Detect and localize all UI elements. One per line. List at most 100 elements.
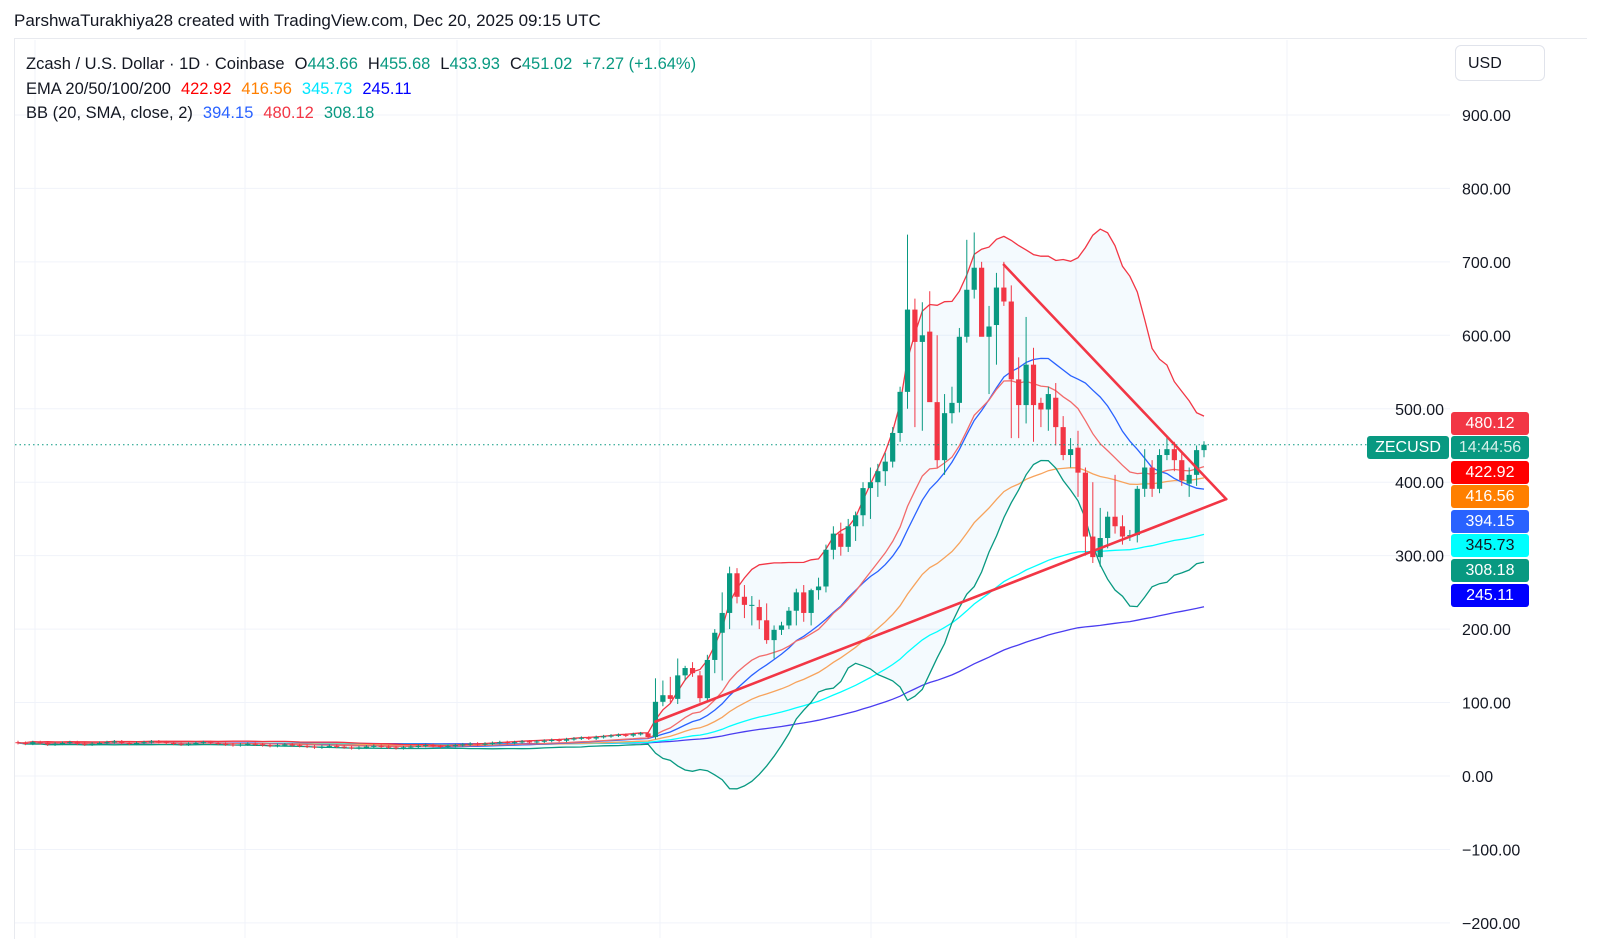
candle-body — [230, 744, 236, 746]
candle-body — [949, 402, 955, 414]
ema100-line — [17, 533, 1205, 746]
candle-body — [1090, 536, 1096, 558]
price-label: 345.73 — [1451, 534, 1529, 558]
y-tick-label: 100.00 — [1462, 696, 1511, 713]
candle-body — [645, 733, 651, 738]
candle-body — [1023, 364, 1029, 406]
candle-body — [378, 745, 384, 747]
candle-body — [697, 675, 703, 699]
candle-body — [675, 675, 681, 699]
price-label: 394.15 — [1451, 509, 1529, 533]
candle-body — [1016, 379, 1022, 406]
candle-body — [823, 549, 829, 587]
candle-body — [986, 326, 992, 337]
candle-body — [623, 734, 629, 736]
trendline — [1002, 263, 1228, 501]
candle-body — [237, 744, 243, 746]
candle-body — [37, 742, 43, 744]
candle-body — [586, 737, 592, 739]
candle-body — [526, 741, 533, 743]
candle-body — [460, 744, 466, 746]
candle-body — [534, 741, 540, 743]
candle-body — [185, 743, 192, 745]
candle-body — [311, 746, 318, 748]
candle-body — [119, 741, 125, 743]
candle-body — [1008, 301, 1014, 380]
candle-body — [615, 734, 622, 736]
candle-body — [875, 471, 881, 483]
candle-body — [549, 740, 555, 742]
candle-body — [1134, 488, 1140, 536]
candle-body — [1186, 474, 1192, 484]
candle-body — [749, 604, 755, 606]
candle-body — [52, 743, 58, 745]
symbol-name: Zcash / U.S. Dollar · 1D · Coinbase — [26, 55, 285, 73]
candle-body — [15, 742, 21, 744]
open-label: O — [294, 55, 308, 73]
low-value: 433.93 — [449, 55, 500, 73]
candle-body — [830, 533, 836, 550]
legend-symbol-row[interactable]: Zcash / U.S. Dollar · 1D · Coinbase O443.… — [26, 52, 700, 77]
high-value: 455.68 — [379, 55, 431, 73]
candle-body — [1060, 427, 1066, 456]
candle-body — [934, 402, 940, 461]
y-tick-label: 600.00 — [1462, 328, 1511, 345]
candle-body — [882, 461, 888, 472]
candle-body — [445, 745, 451, 747]
candle-body — [727, 573, 733, 613]
y-tick-label: 500.00 — [1395, 402, 1444, 419]
candle-body — [1201, 444, 1207, 451]
candle-body — [1105, 516, 1111, 539]
candle-body — [141, 742, 147, 744]
candle-body — [593, 737, 599, 739]
candle-body — [927, 331, 933, 403]
candle-body — [741, 596, 748, 605]
candle-body — [1082, 472, 1088, 537]
candle-body — [660, 695, 666, 702]
price-label: 480.12 — [1451, 411, 1529, 435]
candle-body — [667, 695, 673, 699]
candle-body — [386, 746, 392, 748]
candle-body — [1193, 450, 1200, 475]
candle-body — [430, 745, 436, 747]
candle-body — [282, 744, 288, 746]
change-value: +7.27 (+1.64%) — [582, 55, 697, 73]
candle-body — [1179, 460, 1185, 480]
legend-bb-row[interactable]: BB (20, SMA, close, 2) 394.15 480.12 308.18 — [26, 101, 700, 126]
price-label: 245.11 — [1451, 584, 1529, 608]
y-tick-label: 200.00 — [1462, 622, 1511, 639]
candle-body — [556, 740, 562, 742]
candle-body — [356, 747, 362, 749]
candle-body — [326, 745, 332, 747]
candle-body — [334, 745, 340, 747]
candle-body — [1038, 402, 1044, 410]
candle-body — [719, 612, 725, 633]
candle-body — [67, 742, 73, 744]
candle-body — [630, 734, 636, 736]
ema200-line — [17, 606, 1205, 745]
candle-body — [964, 289, 970, 337]
candle-body — [652, 701, 659, 738]
candle-body — [993, 287, 1000, 326]
candle-body — [712, 632, 718, 660]
candle-body — [111, 741, 117, 743]
candle-body — [815, 586, 822, 591]
chart-frame — [14, 38, 1587, 939]
candle-body — [267, 745, 273, 747]
candle-body — [363, 746, 369, 748]
y-tick-label: 0.00 — [1462, 769, 1493, 786]
candle-body — [890, 432, 896, 462]
legend-ema-row[interactable]: EMA 20/50/100/200 422.92 416.56 345.73 245.1… — [26, 77, 700, 102]
bb-lower-line — [17, 459, 1205, 790]
currency-button[interactable]: USD — [1455, 45, 1545, 81]
candle-body — [193, 742, 199, 744]
candle-body — [1164, 449, 1170, 456]
close-label: C — [509, 55, 522, 73]
candle-body — [104, 742, 110, 744]
candle-body — [512, 742, 518, 744]
candle-body — [222, 743, 229, 745]
symbol-price-tag: ZECUSD — [1367, 436, 1449, 460]
candle-body — [764, 620, 770, 641]
candle-body — [1149, 467, 1155, 489]
